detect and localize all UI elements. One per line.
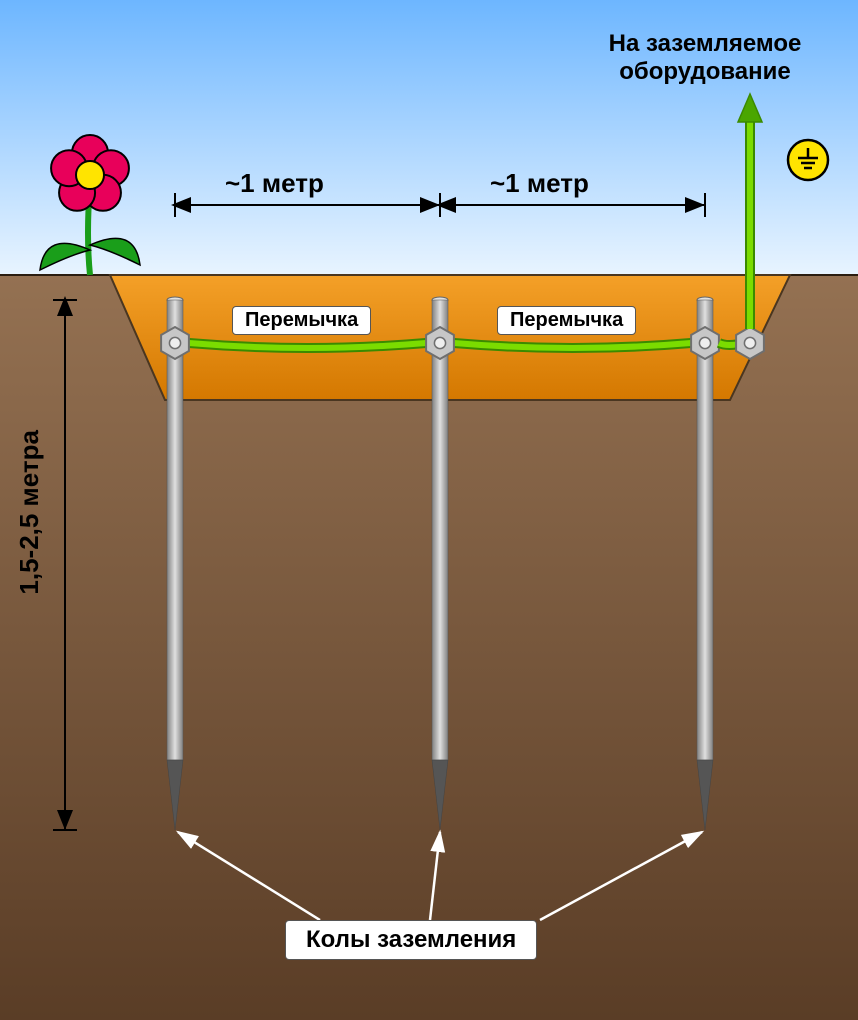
jumper-label-2: Перемычка <box>497 306 636 335</box>
stakes-label: Колы заземления <box>285 920 537 960</box>
spacing-label-1: ~1 метр <box>225 168 324 199</box>
ground-stake-3 <box>697 297 713 830</box>
ground-stake-1 <box>167 297 183 830</box>
spacing-label-2: ~1 метр <box>490 168 589 199</box>
depth-label: 1,5-2,5 метра <box>14 430 45 595</box>
equipment-label-line2: оборудование <box>560 58 850 86</box>
ground-symbol-icon <box>788 140 828 180</box>
ground-stake-2 <box>432 297 448 830</box>
jumper-label-1: Перемычка <box>232 306 371 335</box>
equipment-label-line1: На заземляемое <box>560 30 850 58</box>
